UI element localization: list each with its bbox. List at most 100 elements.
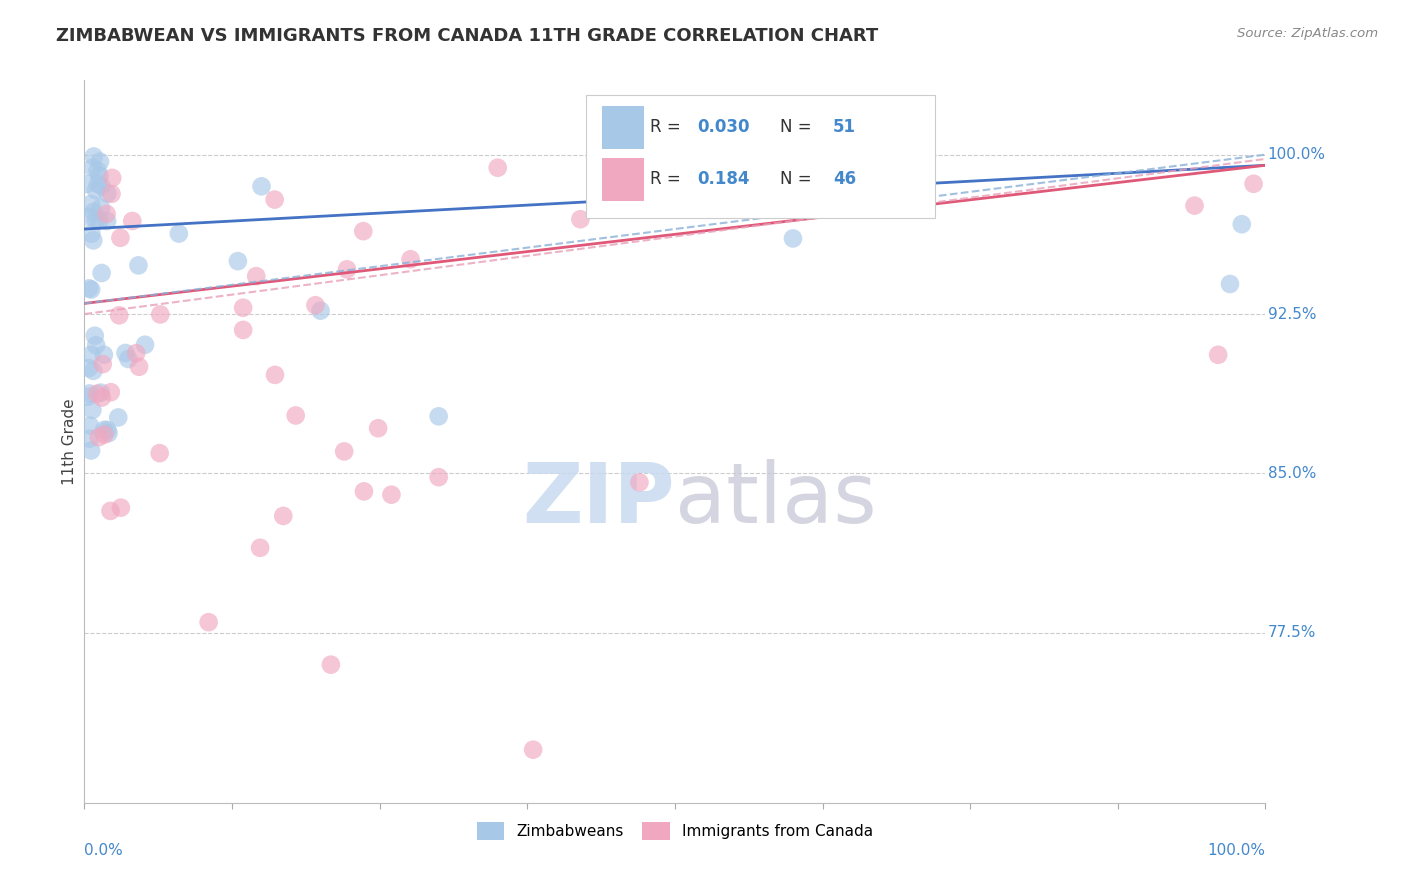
Point — [284, 409, 307, 423]
Point — [522, 742, 544, 756]
Point — [96, 423, 118, 437]
Point — [107, 410, 129, 425]
Point — [84, 213, 107, 227]
Point — [84, 338, 107, 352]
Point — [90, 266, 112, 280]
Point — [90, 391, 112, 405]
Point — [96, 186, 118, 201]
Text: 92.5%: 92.5% — [1268, 307, 1316, 321]
Point — [304, 298, 326, 312]
Text: 0.030: 0.030 — [697, 119, 749, 136]
Point — [80, 443, 103, 458]
Point — [569, 212, 592, 227]
Legend: Zimbabweans, Immigrants from Canada: Zimbabweans, Immigrants from Canada — [471, 816, 879, 846]
Point — [83, 204, 105, 219]
Text: 100.0%: 100.0% — [1208, 843, 1265, 857]
Y-axis label: 11th Grade: 11th Grade — [62, 398, 76, 485]
Point — [76, 390, 98, 404]
Point — [380, 488, 402, 502]
Text: 46: 46 — [834, 170, 856, 188]
Point — [89, 169, 111, 183]
Point — [1230, 217, 1253, 231]
Text: 0.184: 0.184 — [697, 170, 749, 188]
Point — [367, 421, 389, 435]
Point — [628, 475, 651, 490]
Point — [110, 231, 132, 245]
Point — [83, 149, 105, 163]
Text: N =: N = — [780, 170, 817, 188]
Point — [333, 444, 356, 458]
Point — [91, 357, 114, 371]
Point — [1219, 277, 1241, 291]
Point — [319, 657, 342, 672]
Point — [80, 348, 103, 362]
Point — [263, 193, 285, 207]
Point — [100, 504, 122, 518]
Point — [1206, 348, 1229, 362]
Point — [486, 161, 509, 175]
Point — [96, 207, 118, 221]
Point — [79, 432, 101, 446]
Point — [125, 346, 148, 360]
Text: atlas: atlas — [675, 458, 876, 540]
Text: R =: R = — [650, 170, 686, 188]
Point — [353, 484, 375, 499]
Point — [82, 364, 104, 378]
Point — [86, 386, 108, 401]
Point — [82, 233, 104, 247]
Point — [86, 163, 108, 178]
Point — [90, 385, 112, 400]
Point — [1184, 199, 1206, 213]
Text: ZIMBABWEAN VS IMMIGRANTS FROM CANADA 11TH GRADE CORRELATION CHART: ZIMBABWEAN VS IMMIGRANTS FROM CANADA 11T… — [56, 27, 879, 45]
Point — [80, 283, 103, 297]
Point — [108, 309, 131, 323]
Point — [89, 154, 111, 169]
FancyBboxPatch shape — [602, 106, 644, 149]
Point — [87, 177, 110, 191]
Point — [232, 301, 254, 315]
Text: R =: R = — [650, 119, 686, 136]
Point — [197, 615, 219, 629]
Point — [90, 201, 112, 215]
FancyBboxPatch shape — [586, 95, 935, 218]
Point — [232, 323, 254, 337]
Point — [427, 470, 450, 484]
Point — [245, 269, 267, 284]
Point — [96, 214, 118, 228]
Point — [117, 351, 139, 366]
Text: Source: ZipAtlas.com: Source: ZipAtlas.com — [1237, 27, 1378, 40]
Point — [79, 418, 101, 433]
Point — [100, 186, 122, 201]
Point — [97, 426, 120, 441]
Point — [399, 252, 422, 267]
Point — [93, 348, 115, 362]
Point — [226, 254, 249, 268]
Point — [264, 368, 287, 382]
Point — [1243, 177, 1265, 191]
Point — [167, 227, 190, 241]
Point — [93, 427, 115, 442]
FancyBboxPatch shape — [602, 158, 644, 201]
Point — [80, 197, 103, 211]
Point — [87, 430, 110, 444]
Point — [352, 224, 374, 238]
Point — [77, 281, 100, 295]
Point — [83, 328, 105, 343]
Point — [309, 303, 332, 318]
Point — [77, 361, 100, 376]
Point — [93, 423, 115, 437]
Point — [100, 385, 122, 400]
Point — [121, 214, 143, 228]
Text: 0.0%: 0.0% — [84, 843, 124, 857]
Point — [101, 170, 124, 185]
Point — [90, 178, 112, 193]
Point — [82, 161, 104, 175]
Point — [249, 541, 271, 555]
Text: 100.0%: 100.0% — [1268, 147, 1326, 162]
Point — [250, 179, 273, 194]
Point — [89, 214, 111, 228]
Point — [336, 262, 359, 277]
Point — [80, 227, 103, 241]
Point — [110, 500, 132, 515]
Point — [271, 508, 294, 523]
